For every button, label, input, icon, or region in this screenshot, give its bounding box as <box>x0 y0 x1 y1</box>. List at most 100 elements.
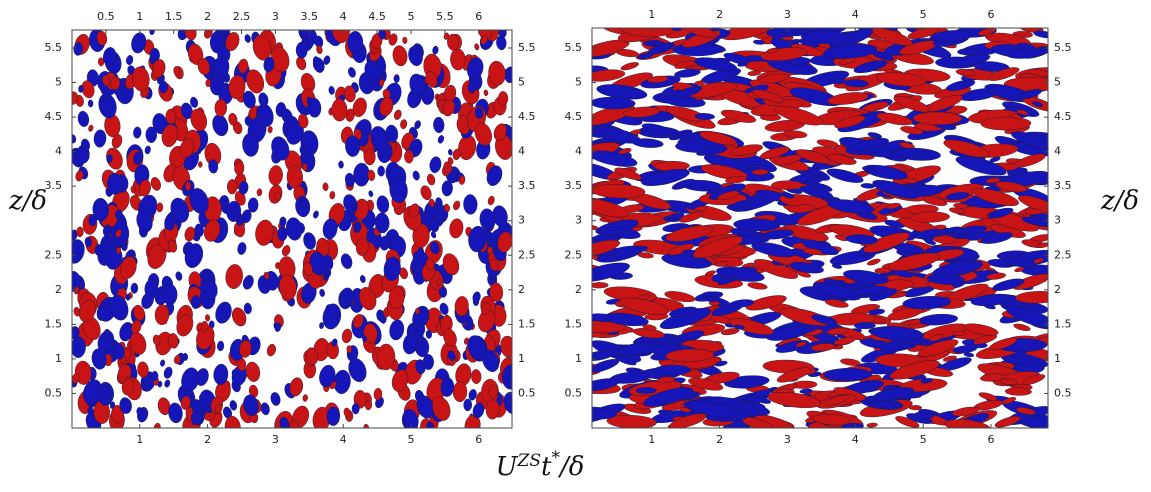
x-axis-label-part: t <box>541 452 552 482</box>
isosurface-blob <box>201 320 209 332</box>
isosurface-blob <box>428 198 435 208</box>
isosurface-blob <box>701 164 748 180</box>
isosurface-blob <box>429 218 440 233</box>
isosurface-blob <box>245 361 261 382</box>
isosurface-blob <box>368 190 374 198</box>
isosurface-blob <box>729 144 763 156</box>
isosurface-blob <box>150 177 161 191</box>
isosurface-blob <box>106 154 113 163</box>
isosurface-blob <box>208 159 219 174</box>
isosurface-blob <box>474 43 480 51</box>
isosurface-blob <box>955 69 977 77</box>
isosurface-blob <box>244 34 251 43</box>
y-tick-label: 1 <box>55 352 62 365</box>
isosurface-blob <box>433 116 445 134</box>
x2-tick-label: 5 <box>407 10 414 23</box>
y-tick-label: 0.5 <box>45 386 63 399</box>
isosurface-blob <box>472 291 481 303</box>
isosurface-blob <box>851 137 889 152</box>
isosurface-blob <box>914 228 941 239</box>
isosurface-blob <box>107 173 123 195</box>
isosurface-blob <box>675 86 703 98</box>
isosurface-blob <box>592 262 630 282</box>
isosurface-blob <box>343 85 356 103</box>
isosurface-blob <box>630 245 648 253</box>
y-axis-label: z/δ <box>8 186 47 216</box>
isosurface-blob <box>790 43 824 57</box>
isosurface-blob <box>340 253 353 269</box>
isosurface-blob <box>225 32 240 52</box>
isosurface-blob <box>302 394 308 402</box>
isosurface-blob <box>104 328 112 339</box>
isosurface-blob <box>1028 68 1048 77</box>
isosurface-blob <box>425 329 432 339</box>
isosurface-blob <box>945 192 970 201</box>
isosurface-blob <box>391 369 409 392</box>
isosurface-blob <box>900 126 924 135</box>
isosurface-blob <box>376 195 390 214</box>
isosurface-blob <box>482 349 500 372</box>
isosurface-blob <box>400 119 408 130</box>
isosurface-blob <box>665 225 714 242</box>
isosurface-blob <box>214 404 223 414</box>
isosurface-blob <box>467 57 484 80</box>
y2-tick-label: 4 <box>1054 145 1061 158</box>
x-tick-label: 5 <box>407 433 414 446</box>
isosurface-blob <box>72 336 86 358</box>
isosurfaces <box>72 28 1048 428</box>
isosurface-blob <box>274 191 281 201</box>
y-tick-label: 5.5 <box>565 41 583 54</box>
isosurface-blob <box>485 399 500 420</box>
isosurface-blob <box>1004 387 1032 396</box>
isosurface-blob <box>393 74 400 83</box>
isosurface-blob <box>474 106 484 119</box>
isosurface-blob <box>359 287 377 311</box>
isosurface-blob <box>152 334 161 346</box>
isosurface-blob <box>322 182 329 192</box>
isosurface-blob <box>1024 208 1043 215</box>
isosurface-blob <box>415 307 420 315</box>
isosurface-blob <box>592 183 646 199</box>
isosurface-blob <box>664 291 696 303</box>
isosurface-blob <box>109 401 116 409</box>
isosurface-blob <box>267 126 273 134</box>
isosurface-blob <box>389 319 405 341</box>
isosurface-blob <box>811 314 837 325</box>
isosurface-blob <box>258 92 269 107</box>
isosurface-blob <box>151 59 166 78</box>
isosurface-blob <box>120 256 137 279</box>
isosurface-blob <box>987 67 1020 81</box>
isosurface-blob <box>978 392 998 401</box>
isosurface-blob <box>667 243 695 256</box>
isosurface-blob <box>729 318 774 335</box>
isosurface-blob <box>345 135 361 157</box>
isosurface-blob <box>592 378 620 392</box>
isosurface-blob <box>343 407 351 418</box>
isosurface-blob <box>214 98 228 117</box>
x-tick-label: 1 <box>136 433 143 446</box>
isosurface-blob <box>930 30 973 43</box>
isosurface-blob <box>237 242 247 255</box>
isosurface-blob <box>232 209 237 217</box>
isosurface-blob <box>319 364 336 388</box>
isosurface-blob <box>472 402 485 419</box>
isosurface-blob <box>295 41 308 59</box>
isosurface-blob <box>96 30 108 46</box>
isosurface-blob <box>260 402 270 416</box>
isosurface-blob <box>670 28 682 32</box>
isosurface-blob <box>688 377 724 391</box>
isosurface-blob <box>426 421 434 428</box>
isosurface-blob <box>963 323 999 336</box>
isosurface-blob <box>749 389 772 399</box>
isosurface-blob <box>1013 323 1031 332</box>
isosurface-blob <box>263 271 270 280</box>
y-tick-label: 3.5 <box>45 179 63 192</box>
isosurface-blob <box>439 302 449 315</box>
isosurface-blob <box>299 145 307 156</box>
isosurface-blob <box>898 342 916 349</box>
isosurface-blob <box>131 32 147 54</box>
isosurface-blob <box>592 39 630 57</box>
x-tick-label: 6 <box>988 433 995 446</box>
isosurface-blob <box>486 246 493 255</box>
isosurface-blob <box>443 328 457 347</box>
